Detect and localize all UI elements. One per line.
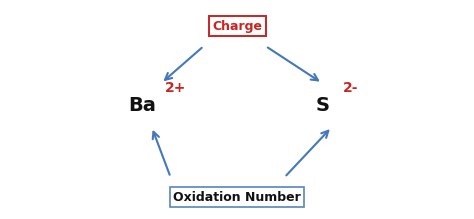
Text: 2+: 2+ [164, 81, 186, 95]
Text: Oxidation Number: Oxidation Number [173, 191, 301, 204]
Text: S: S [315, 96, 329, 115]
Text: 2-: 2- [343, 81, 358, 95]
Text: Ba: Ba [128, 96, 156, 115]
Text: Charge: Charge [212, 20, 262, 33]
